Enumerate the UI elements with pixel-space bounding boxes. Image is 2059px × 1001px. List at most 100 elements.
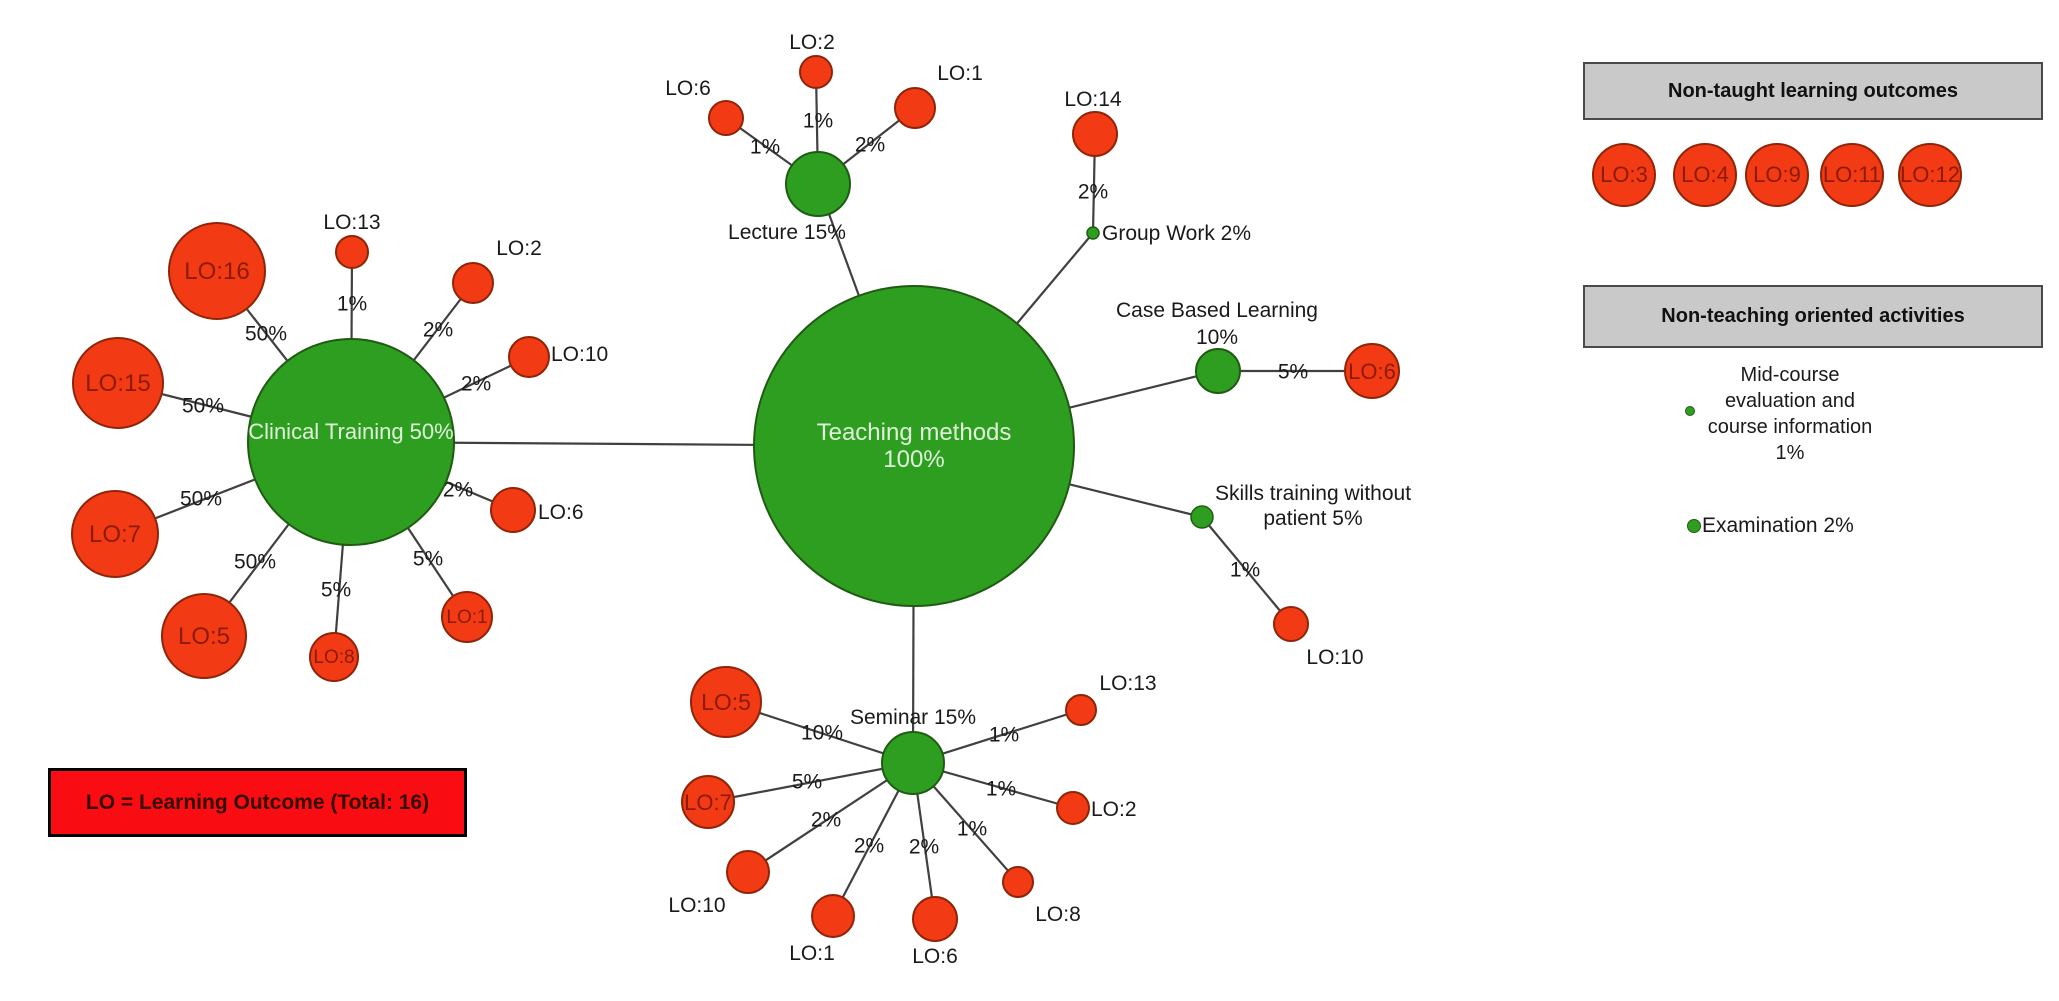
label-sem_lo1: LO:1: [789, 942, 835, 965]
label-cl_lo6: LO:6: [538, 501, 584, 524]
edge-label-clinical-cl_lo13: 1%: [337, 293, 367, 316]
label-clinical: Clinical Training 50%: [248, 419, 453, 444]
non-taught-lo-label: LO:11: [1822, 162, 1882, 187]
edge-seminar-sem_lo7: [707, 761, 914, 804]
label-cl_lo1: LO:1: [446, 607, 487, 628]
edge-label-lecture-lec_lo2: 1%: [803, 110, 833, 133]
midcourse-line: Mid-course: [1740, 364, 1840, 386]
label-lec_lo2: LO:2: [789, 31, 835, 54]
node-cbl_lo6: [1344, 343, 1400, 399]
node-seminar: [881, 731, 945, 795]
edge-skills-sk_lo10: [1201, 516, 1292, 625]
node-sem_lo1: [811, 894, 855, 938]
label-lec_lo1: LO:1: [937, 62, 983, 85]
midcourse-item: Mid-course evaluation and course informa…: [1650, 362, 1930, 466]
label-groupwork: Group Work 2%: [1102, 222, 1251, 245]
label-lec_lo6: LO:6: [665, 77, 711, 100]
node-cl_lo1: [441, 591, 493, 643]
edge-label-seminar-sem_lo7: 5%: [792, 771, 822, 794]
label-cl_lo8: LO:8: [313, 647, 354, 668]
non-taught-lo-label: LO:3: [1600, 162, 1648, 187]
node-cl_lo5: [161, 593, 247, 679]
non-taught-lo-circle: LO:12: [1898, 143, 1962, 207]
edge-label-seminar-sem_lo5: 10%: [801, 722, 843, 745]
midcourse-line: course information: [1707, 416, 1873, 438]
non-teaching-panel-title: Non-teaching oriented activities: [1661, 305, 1965, 327]
edge-label-cbl-cbl_lo6: 5%: [1278, 361, 1308, 384]
node-sem_lo10: [726, 850, 770, 894]
edge-label-clinical-cl_lo1: 5%: [413, 548, 443, 571]
label-lo14: LO:14: [1064, 88, 1122, 111]
edge-label-clinical-cl_lo15: 50%: [182, 395, 224, 418]
non-taught-lo-circle: LO:4: [1673, 143, 1737, 207]
node-cl_lo6: [490, 487, 536, 533]
label-cbl_lo6: LO:6: [1348, 359, 1396, 384]
label-skills: Skills training without patient 5%: [1215, 482, 1411, 530]
edge-label-clinical-cl_lo16: 50%: [245, 323, 287, 346]
label-sem_lo13: LO:13: [1099, 672, 1156, 695]
non-taught-lo-circle: LO:3: [1592, 143, 1656, 207]
node-cl_lo7: [71, 490, 159, 578]
edge-label-lecture-lec_lo1: 2%: [855, 134, 885, 157]
edge-label-seminar-sem_lo13: 1%: [989, 724, 1019, 747]
label-cbl: Case Based Learning 10%: [1116, 299, 1318, 349]
node-cl_lo2: [452, 262, 494, 304]
node-lec_lo2: [799, 55, 833, 89]
node-cl_lo10: [508, 336, 550, 378]
edge-label-clinical-cl_lo2: 2%: [423, 319, 453, 342]
edge-seminar-sem_lo10: [747, 762, 914, 873]
node-sk_lo10: [1273, 606, 1309, 642]
label-cl_lo2: LO:2: [496, 237, 542, 260]
label-sem_lo8: LO:8: [1035, 903, 1081, 926]
edge-label-seminar-sem_lo8: 1%: [957, 818, 987, 841]
node-sem_lo7: [681, 775, 735, 829]
label-teaching: Teaching methods 100%: [817, 419, 1012, 473]
label-cl_lo16: LO:16: [184, 258, 249, 285]
node-skills: [1190, 505, 1214, 529]
lo-definition-text: LO = Learning Outcome (Total: 16): [85, 790, 430, 814]
non-teaching-panel: Non-teaching oriented activities: [1583, 285, 2043, 348]
edge-label-groupwork-lo14: 2%: [1078, 181, 1108, 204]
edge-label-clinical-cl_lo10: 2%: [461, 373, 491, 396]
non-taught-lo-label: LO:12: [1900, 162, 1960, 187]
node-clinical: [247, 338, 455, 546]
non-taught-lo-circle: LO:9: [1745, 143, 1809, 207]
node-cl_lo8: [309, 632, 359, 682]
node-sem_lo13: [1065, 694, 1097, 726]
label-sem_lo6: LO:6: [912, 945, 958, 968]
node-lecture: [785, 151, 851, 217]
node-cl_lo13: [335, 235, 369, 269]
node-cl_lo15: [72, 337, 164, 429]
label-cl_lo5: LO:5: [178, 623, 230, 650]
label-lecture: Lecture 15%: [728, 221, 846, 244]
label-cl_lo10: LO:10: [551, 343, 608, 366]
label-cl_lo7: LO:7: [89, 521, 141, 548]
non-taught-panel: Non-taught learning outcomes: [1583, 62, 2043, 120]
label-sk_lo10: LO:10: [1306, 646, 1363, 669]
midcourse-dot-icon: [1685, 406, 1695, 416]
label-sem_lo10: LO:10: [668, 894, 725, 917]
node-groupwork: [1086, 226, 1100, 240]
node-sem_lo6: [912, 896, 958, 942]
label-cl_lo13: LO:13: [323, 211, 380, 234]
edge-label-clinical-cl_lo6: 2%: [443, 479, 473, 502]
node-sem_lo5: [690, 666, 762, 738]
label-sem_lo5: LO:5: [701, 689, 751, 715]
node-lec_lo6: [708, 100, 744, 136]
node-sem_lo8: [1002, 866, 1034, 898]
midcourse-line: evaluation and: [1724, 390, 1856, 412]
midcourse-line: 1%: [1775, 442, 1805, 464]
node-cbl: [1195, 348, 1241, 394]
lo-definition-box: LO = Learning Outcome (Total: 16): [48, 768, 467, 837]
label-seminar: Seminar 15%: [850, 706, 976, 729]
node-sem_lo2: [1056, 791, 1090, 825]
edge-label-clinical-cl_lo8: 5%: [321, 579, 351, 602]
edge-label-clinical-cl_lo5: 50%: [234, 551, 276, 574]
edge-label-skills-sk_lo10: 1%: [1230, 559, 1260, 582]
node-lo14: [1072, 111, 1118, 157]
edge-label-seminar-sem_lo1: 2%: [854, 835, 884, 858]
edge-label-lecture-lec_lo6: 1%: [750, 136, 780, 159]
node-teaching: [753, 285, 1075, 607]
